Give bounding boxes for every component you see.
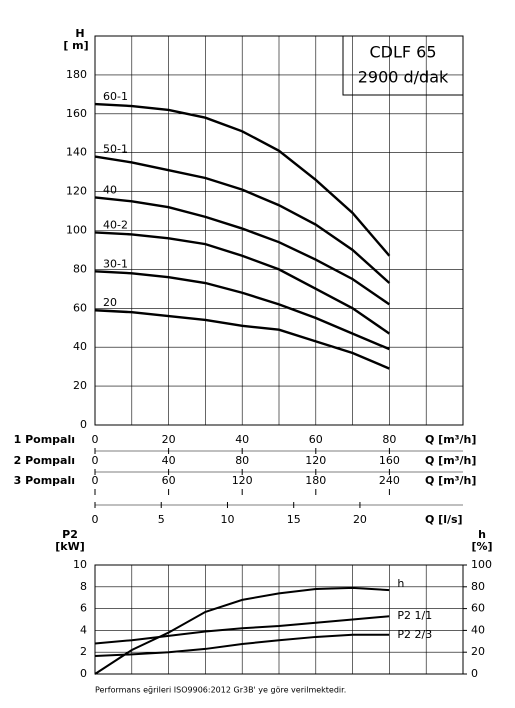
- curve: [94, 231, 391, 335]
- curve-label: P2 2/3: [397, 628, 432, 641]
- y-tick-label: 6: [80, 602, 87, 615]
- y-tick-label: 0: [80, 418, 87, 431]
- y-tick-label: 100: [66, 224, 87, 237]
- scale-unit: Q [m³/h]: [425, 454, 476, 467]
- y-tick-label: 4: [80, 623, 87, 636]
- y-unit: [kW]: [55, 540, 85, 553]
- curve-label: 60-1: [103, 90, 128, 103]
- y-unit: [ m]: [63, 39, 88, 52]
- scale-tick-label: 0: [92, 433, 99, 446]
- chart-subtitle: 2900 d/dak: [358, 68, 449, 87]
- y2-tick-label: 20: [471, 645, 485, 658]
- scale-tick-label: 5: [158, 513, 165, 526]
- scale-label: 2 Pompalı: [14, 454, 75, 467]
- plot-frame: [94, 35, 464, 426]
- scale-unit: Q [m³/h]: [425, 474, 476, 487]
- curve: [94, 615, 390, 645]
- scale-unit: Q [m³/h]: [425, 433, 476, 446]
- curve-label: h: [397, 577, 404, 590]
- curve: [94, 102, 391, 257]
- y2-tick-label: 80: [471, 580, 485, 593]
- curve-label: 40: [103, 183, 117, 196]
- y-tick-label: 10: [73, 558, 87, 571]
- plot-frame: [94, 564, 464, 675]
- curve: [94, 196, 391, 306]
- y2-label: h: [478, 528, 486, 541]
- y-tick-label: 140: [66, 146, 87, 159]
- curve-label: 30-1: [103, 257, 128, 270]
- y-tick-label: 180: [66, 68, 87, 81]
- curve: [94, 309, 390, 370]
- scale-tick-label: 120: [232, 474, 253, 487]
- scale-tick-label: 120: [305, 454, 326, 467]
- scale-tick-label: 15: [287, 513, 301, 526]
- footnote: Performans eğrileri ISO9906:2012 Gr3B' y…: [95, 686, 346, 695]
- y-tick-label: 40: [73, 340, 87, 353]
- scale-tick-label: 80: [382, 433, 396, 446]
- curve-label: 50-1: [103, 143, 128, 156]
- title-box: [342, 35, 464, 96]
- scale-tick-label: 160: [379, 454, 400, 467]
- y-tick-label: 20: [73, 379, 87, 392]
- scale-tick-label: 0: [92, 454, 99, 467]
- y-label: H: [75, 27, 84, 40]
- curve: [94, 155, 391, 284]
- scale-tick-label: 60: [162, 474, 176, 487]
- y2-unit: [%]: [471, 540, 492, 553]
- y-tick-label: 0: [80, 667, 87, 680]
- scale-label: 1 Pompalı: [14, 433, 75, 446]
- scale-tick-label: 40: [162, 454, 176, 467]
- curve: [94, 633, 390, 658]
- y-label: P2: [62, 528, 78, 541]
- scale-tick-label: 180: [305, 474, 326, 487]
- curve-label: 20: [103, 296, 117, 309]
- curve-label: 40-2: [103, 218, 128, 231]
- y-tick-label: 2: [80, 645, 87, 658]
- y-tick-label: 8: [80, 580, 87, 593]
- scale-tick-label: 80: [235, 454, 249, 467]
- scale-tick-label: 10: [220, 513, 234, 526]
- y-tick-label: 160: [66, 107, 87, 120]
- scale-tick-label: 60: [309, 433, 323, 446]
- y-tick-label: 60: [73, 301, 87, 314]
- scale-tick-label: 0: [92, 474, 99, 487]
- y2-tick-label: 0: [471, 667, 478, 680]
- scale-tick-label: 20: [353, 513, 367, 526]
- y-tick-label: 120: [66, 185, 87, 198]
- y2-tick-label: 100: [471, 558, 492, 571]
- scale-tick-label: 20: [162, 433, 176, 446]
- scale-tick-label: 0: [92, 513, 99, 526]
- curve: [94, 270, 390, 351]
- scale-tick-label: 240: [379, 474, 400, 487]
- y2-tick-label: 60: [471, 602, 485, 615]
- curve-label: P2 1/1: [397, 609, 432, 622]
- scale-label: 3 Pompalı: [14, 474, 75, 487]
- curve: [94, 586, 390, 675]
- y-tick-label: 80: [73, 262, 87, 275]
- scale-tick-label: 40: [235, 433, 249, 446]
- chart-title: CDLF 65: [369, 43, 436, 62]
- scale-unit: Q [l/s]: [425, 513, 463, 526]
- y2-tick-label: 40: [471, 623, 485, 636]
